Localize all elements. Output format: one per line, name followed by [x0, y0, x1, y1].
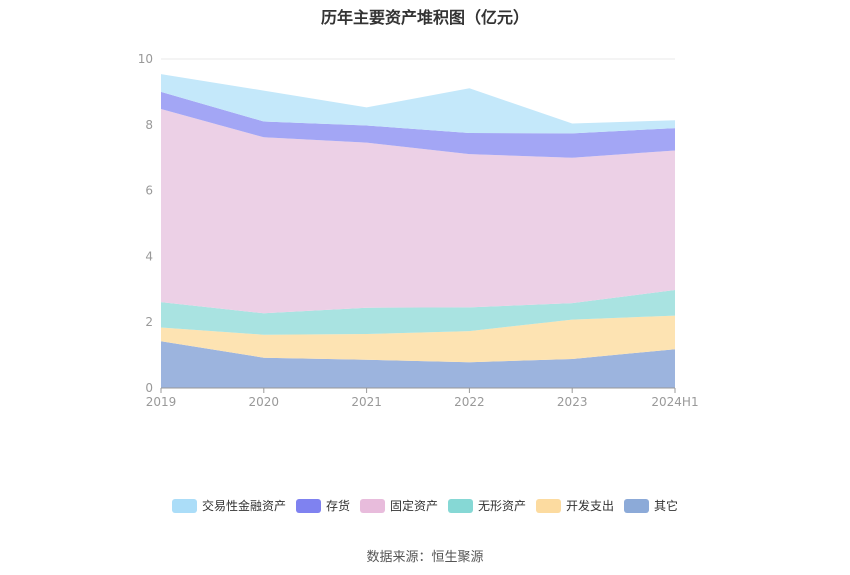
area-固定资产	[161, 109, 675, 314]
legend: 交易性金融资产 存货 固定资产 无形资产 开发支出 其它	[0, 497, 850, 514]
legend-item[interactable]: 交易性金融资产	[171, 497, 286, 514]
area-series	[161, 74, 675, 388]
area-交易性金融资产	[161, 74, 675, 134]
legend-swatch	[536, 498, 562, 513]
source-note: 数据来源：恒生聚源	[366, 550, 484, 565]
legend-swatch	[359, 498, 385, 513]
legend-item[interactable]: 开发支出	[536, 497, 614, 514]
area-其它	[161, 341, 675, 388]
legend-item[interactable]: 无形资产	[448, 497, 526, 514]
legend-label: 其它	[654, 499, 679, 513]
legend-label: 交易性金融资产	[201, 499, 286, 513]
legend-swatch	[448, 498, 473, 513]
area-存货	[161, 91, 675, 158]
area-无形资产	[161, 290, 675, 335]
legend-item[interactable]: 其它	[624, 497, 678, 514]
axes: 0 2 4 6 8 10 2019 2020 2021 2022 2023 2024H1	[138, 52, 699, 409]
y-tick-label: 8	[145, 118, 153, 132]
legend-label: 固定资产	[389, 499, 438, 513]
x-tick-label: 2019	[146, 395, 177, 409]
x-tick-label: 2021	[351, 395, 382, 409]
legend-label: 开发支出	[566, 499, 615, 513]
legend-label: 存货	[325, 499, 350, 513]
chart-title: 历年主要资产堆积图（亿元）	[320, 8, 529, 27]
y-tick-label: 2	[145, 315, 153, 329]
x-tick-label: 2022	[454, 395, 485, 409]
legend-swatch	[295, 498, 321, 513]
legend-swatch	[624, 498, 650, 513]
legend-swatch	[171, 498, 197, 513]
x-tick-label: 2024H1	[651, 395, 698, 409]
legend-label: 无形资产	[478, 499, 527, 513]
area-开发支出	[161, 315, 675, 363]
y-tick-label: 4	[145, 249, 153, 263]
legend-item[interactable]: 存货	[295, 497, 350, 514]
y-tick-label: 0	[145, 381, 153, 395]
legend-item[interactable]: 固定资产	[359, 497, 438, 514]
y-tick-label: 10	[138, 52, 153, 66]
x-tick-label: 2020	[249, 395, 280, 409]
x-tick-label: 2023	[557, 395, 588, 409]
y-tick-label: 6	[145, 184, 153, 198]
